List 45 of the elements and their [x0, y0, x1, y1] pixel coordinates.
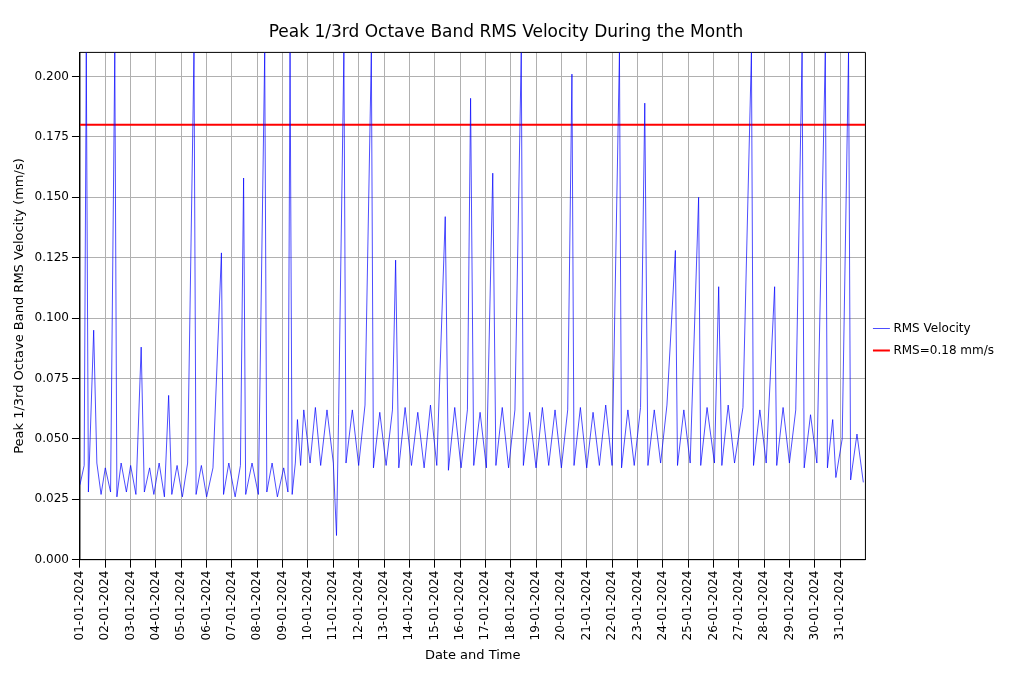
y-tick-label: 0.175	[34, 129, 69, 144]
x-tick-label: 25-01-2024	[680, 570, 695, 641]
x-tick-label: 03-01-2024	[122, 570, 137, 641]
x-tick-label: 13-01-2024	[376, 570, 391, 641]
x-tick-label: 27-01-2024	[730, 570, 745, 641]
y-tick-label: 0.100	[34, 310, 69, 325]
x-tick-label: 14-01-2024	[401, 570, 416, 641]
x-tick-label: 12-01-2024	[350, 570, 365, 641]
y-tick-label: 0.150	[34, 189, 69, 204]
x-tick-label: 04-01-2024	[148, 570, 163, 641]
chart-title: Peak 1/3rd Octave Band RMS Velocity During the Month	[268, 20, 744, 41]
x-tick-label: 09-01-2024	[274, 570, 289, 641]
x-tick-label: 07-01-2024	[224, 570, 239, 641]
x-tick-label: 08-01-2024	[249, 570, 264, 641]
x-tick-label: 31-01-2024	[832, 570, 847, 641]
x-tick-label: 18-01-2024	[502, 570, 517, 641]
x-tick-label: 24-01-2024	[654, 570, 669, 641]
y-tick-label: 0.200	[34, 68, 69, 83]
x-tick-label: 29-01-2024	[781, 570, 796, 641]
x-axis-title: Date and Time	[424, 646, 521, 662]
x-tick-label: 17-01-2024	[477, 570, 492, 641]
x-tick-label: 02-01-2024	[97, 570, 112, 641]
x-tick-label: 01-01-2024	[72, 570, 87, 641]
y-tick-label: 0.025	[34, 491, 69, 506]
x-tick-label: 30-01-2024	[806, 570, 821, 641]
x-tick-label: 16-01-2024	[452, 570, 467, 641]
x-tick-label: 21-01-2024	[578, 570, 593, 641]
y-tick-label: 0.000	[34, 551, 69, 566]
x-tick-label: 23-01-2024	[629, 570, 644, 641]
x-tick-label: 28-01-2024	[756, 570, 771, 641]
x-tick-label: 11-01-2024	[325, 570, 340, 641]
x-tick-label: 10-01-2024	[300, 570, 315, 641]
x-tick-label: 15-01-2024	[426, 570, 441, 641]
y-axis-title: Peak 1/3rd Octave Band RMS Velocity (mm/s)	[11, 158, 27, 454]
legend-label: RMS=0.18 mm/s	[893, 342, 995, 357]
legend-label: RMS Velocity	[893, 320, 971, 335]
y-tick-label: 0.050	[34, 431, 69, 446]
y-tick-label: 0.075	[34, 370, 69, 385]
x-tick-label: 06-01-2024	[198, 570, 213, 641]
x-tick-label: 26-01-2024	[705, 570, 720, 641]
x-tick-label: 22-01-2024	[604, 570, 619, 641]
x-tick-label: 20-01-2024	[553, 570, 568, 641]
y-tick-label: 0.125	[34, 249, 69, 264]
x-tick-label: 05-01-2024	[173, 570, 188, 641]
x-tick-label: 19-01-2024	[528, 570, 543, 641]
